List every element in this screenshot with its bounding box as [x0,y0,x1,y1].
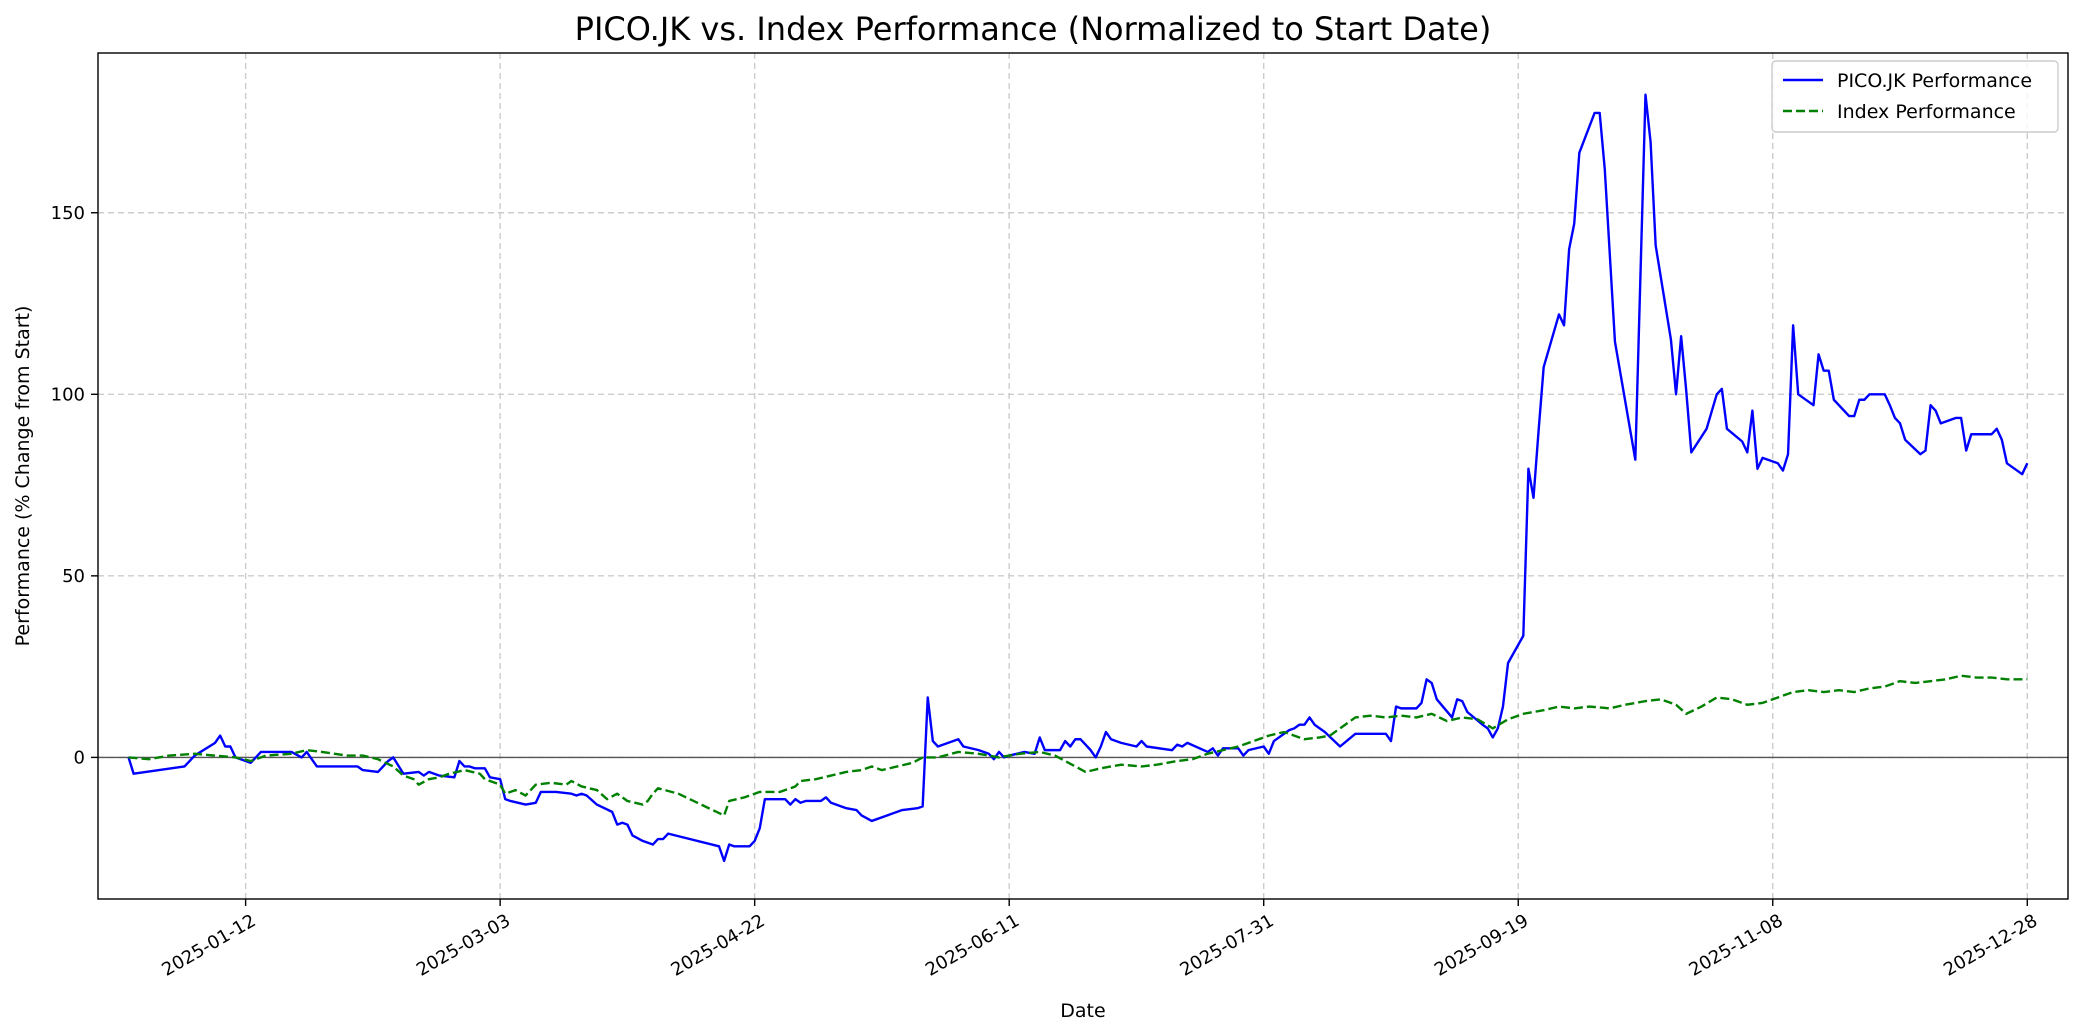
chart-title: PICO.JK vs. Index Performance (Normalize… [575,10,1492,48]
series-lines [127,93,2029,863]
y-tick-label-3: 150 [51,203,85,224]
x-axis-label: Date [1060,1000,1105,1022]
legend-label-index: Index Performance [1837,101,2016,123]
y-axis-label: Performance (% Change from Start) [12,306,34,647]
y-tick-label-1: 50 [62,566,85,587]
series-line-pico [127,93,2029,863]
legend: PICO.JK Performance Index Performance [1771,60,2059,133]
legend-box [1771,60,2059,133]
plot-area-frame [97,52,2069,900]
y-tick-label-0: 0 [74,747,85,768]
series-line-index [128,674,2028,817]
legend-label-pico: PICO.JK Performance [1837,70,2032,92]
y-tick-label-2: 100 [51,384,85,405]
